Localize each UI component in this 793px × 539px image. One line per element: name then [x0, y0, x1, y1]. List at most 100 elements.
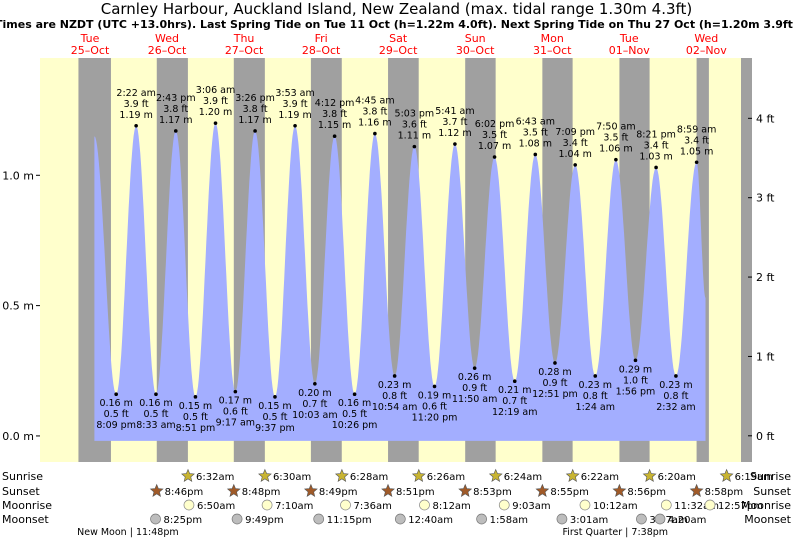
low-tide-point: 0.23 m0.8 ft2:32 am	[656, 374, 696, 413]
sunrise-time: 6:20am	[658, 472, 696, 483]
day-of-week-label: Wed	[155, 32, 179, 45]
axes: 0.0 m 0.5 m 1.0 m 0 ft 1 ft 2 ft 3 ft 4 ft	[2, 112, 775, 443]
moonset-time: 1:58am	[490, 515, 528, 526]
tide-height-m-label: 1.20 m	[199, 107, 232, 118]
tide-dot	[273, 395, 277, 399]
tide-height-ft-label: 3.8 ft	[163, 104, 188, 115]
tide-time-label: 9:17 am	[216, 418, 255, 429]
tide-height-ft-label: 3.9 ft	[283, 99, 308, 110]
day-of-week-label: Mon	[541, 32, 564, 45]
tide-time-label: 9:37 pm	[255, 423, 295, 434]
tide-height-m-label: 1.06 m	[599, 144, 632, 155]
high-tide-point: 3:26 pm3.8 ft1.17 m	[235, 93, 275, 133]
moonset-icon	[150, 513, 161, 525]
sunrise-icon	[181, 468, 195, 482]
tide-dot	[373, 131, 377, 136]
tide-height-m-label: 1.05 m	[680, 146, 713, 157]
tide-time-label: 2:32 am	[656, 402, 695, 413]
moonset-icon	[636, 513, 647, 525]
moonrise-icon	[183, 499, 195, 511]
tide-height-m-label: 1.19 m	[278, 110, 311, 121]
sunrise-icon	[565, 468, 580, 482]
tide-height-m-label: 0.16 m	[99, 398, 132, 409]
y-axis-ft-label: 0 ft	[756, 430, 775, 443]
sunset-time: 8:49pm	[319, 487, 358, 498]
sunset-icon	[689, 483, 704, 497]
day-of-week-label: Sat	[389, 32, 408, 45]
high-tide-point: 8:21 pm3.4 ft1.03 m	[636, 129, 676, 170]
sunset-icon	[535, 483, 550, 497]
tide-height-ft-label: 0.5 ft	[183, 412, 208, 423]
day-of-week-label: Wed	[694, 32, 718, 45]
tide-dot	[293, 123, 297, 128]
tide-height-ft-label: 3.6 ft	[402, 120, 427, 131]
tide-height-ft-label: 3.4 ft	[684, 135, 709, 146]
date-label: 25–Oct	[71, 44, 110, 57]
high-tide-point: 4:12 pm3.8 ft1.15 m	[315, 98, 355, 138]
almanac-row-label-moonset-right: Moonset	[744, 513, 791, 526]
sunrise-icon	[334, 468, 349, 482]
tide-dot	[654, 165, 658, 170]
tide-height-m-label: 0.16 m	[338, 398, 371, 409]
moonset-icon	[654, 513, 666, 525]
tide-height-m-label: 0.23 m	[378, 380, 411, 391]
tide-height-m-label: 0.21 m	[498, 385, 531, 396]
high-tide-point: 3:53 am3.9 ft1.19 m	[275, 88, 315, 128]
almanac-row-label-sunrise: Sunrise	[2, 470, 43, 483]
tide-dot	[432, 384, 437, 389]
high-tide-point: 4:45 am3.8 ft1.16 m	[355, 96, 395, 136]
tide-time-label: 8:59 am	[677, 124, 716, 135]
high-tide-point: 5:03 pm3.6 ft1.11 m	[395, 109, 435, 149]
tide-height-ft-label: 3.5 ft	[482, 130, 507, 141]
high-tide-point: 5:41 am3.7 ft1.12 m	[435, 106, 475, 146]
tide-height-m-label: 1.11 m	[398, 131, 431, 142]
tide-height-m-label: 1.12 m	[438, 128, 471, 139]
tide-time-label: 12:19 am	[492, 407, 537, 418]
almanac-row-label-moonrise: Moonrise	[2, 499, 52, 512]
tide-height-m-label: 1.08 m	[519, 138, 552, 149]
tide-height-m-label: 0.17 m	[219, 396, 252, 407]
moonrise-time: 6:50am	[197, 501, 235, 512]
moonset-icon	[394, 513, 406, 525]
sunrise-time: 6:24am	[504, 472, 542, 483]
high-tide-point: 8:59 am3.4 ft1.05 m	[677, 124, 716, 165]
low-tide-point: 0.16 m0.5 ft8:09 pm	[96, 392, 136, 431]
low-tide-point: 0.23 m0.8 ft1:24 am	[576, 374, 615, 413]
sunset-icon	[149, 483, 164, 497]
sunrise-icon	[258, 468, 272, 482]
right-axis-band	[741, 58, 752, 462]
tide-height-m-label: 1.15 m	[318, 120, 351, 131]
sunset-icon	[303, 483, 318, 497]
sunset-icon	[226, 483, 241, 497]
tide-dot	[134, 123, 138, 128]
tide-height-m-label: 0.15 m	[258, 401, 291, 412]
almanac-row-label-sunrise-right: Sunrise	[750, 470, 791, 483]
tide-height-m-label: 1.03 m	[639, 151, 672, 162]
tide-time-label: 8:51 pm	[176, 423, 216, 434]
tide-time-label: 4:12 pm	[315, 98, 355, 109]
moonrise-time: 9:03am	[512, 501, 550, 512]
tide-dot	[512, 379, 517, 384]
sunset-time: 8:55pm	[550, 487, 589, 498]
moonset-time: 8:25pm	[164, 515, 203, 526]
y-axis-ft-label: 3 ft	[756, 192, 775, 205]
sunrise-time: 6:19am	[735, 472, 773, 483]
date-label: 28–Oct	[302, 44, 341, 57]
tide-time-label: 5:03 pm	[395, 109, 435, 120]
moon-phase-label: First Quarter | 7:38pm	[562, 527, 668, 538]
sunrise-icon	[642, 468, 657, 482]
high-tide-point: 6:02 pm3.5 ft1.07 m	[475, 119, 514, 159]
sunrise-icon	[719, 468, 734, 482]
tide-height-ft-label: 3.5 ft	[523, 127, 548, 138]
tide-time-label: 8:33 am	[136, 420, 175, 431]
tide-height-ft-label: 0.5 ft	[262, 412, 287, 423]
tide-height-m-label: 0.28 m	[538, 367, 571, 378]
tide-height-ft-label: 3.4 ft	[644, 140, 669, 151]
moon-phase-label: New Moon | 11:48pm	[77, 527, 179, 538]
moonrise-icon	[660, 499, 672, 511]
sunset-icon	[458, 483, 473, 497]
